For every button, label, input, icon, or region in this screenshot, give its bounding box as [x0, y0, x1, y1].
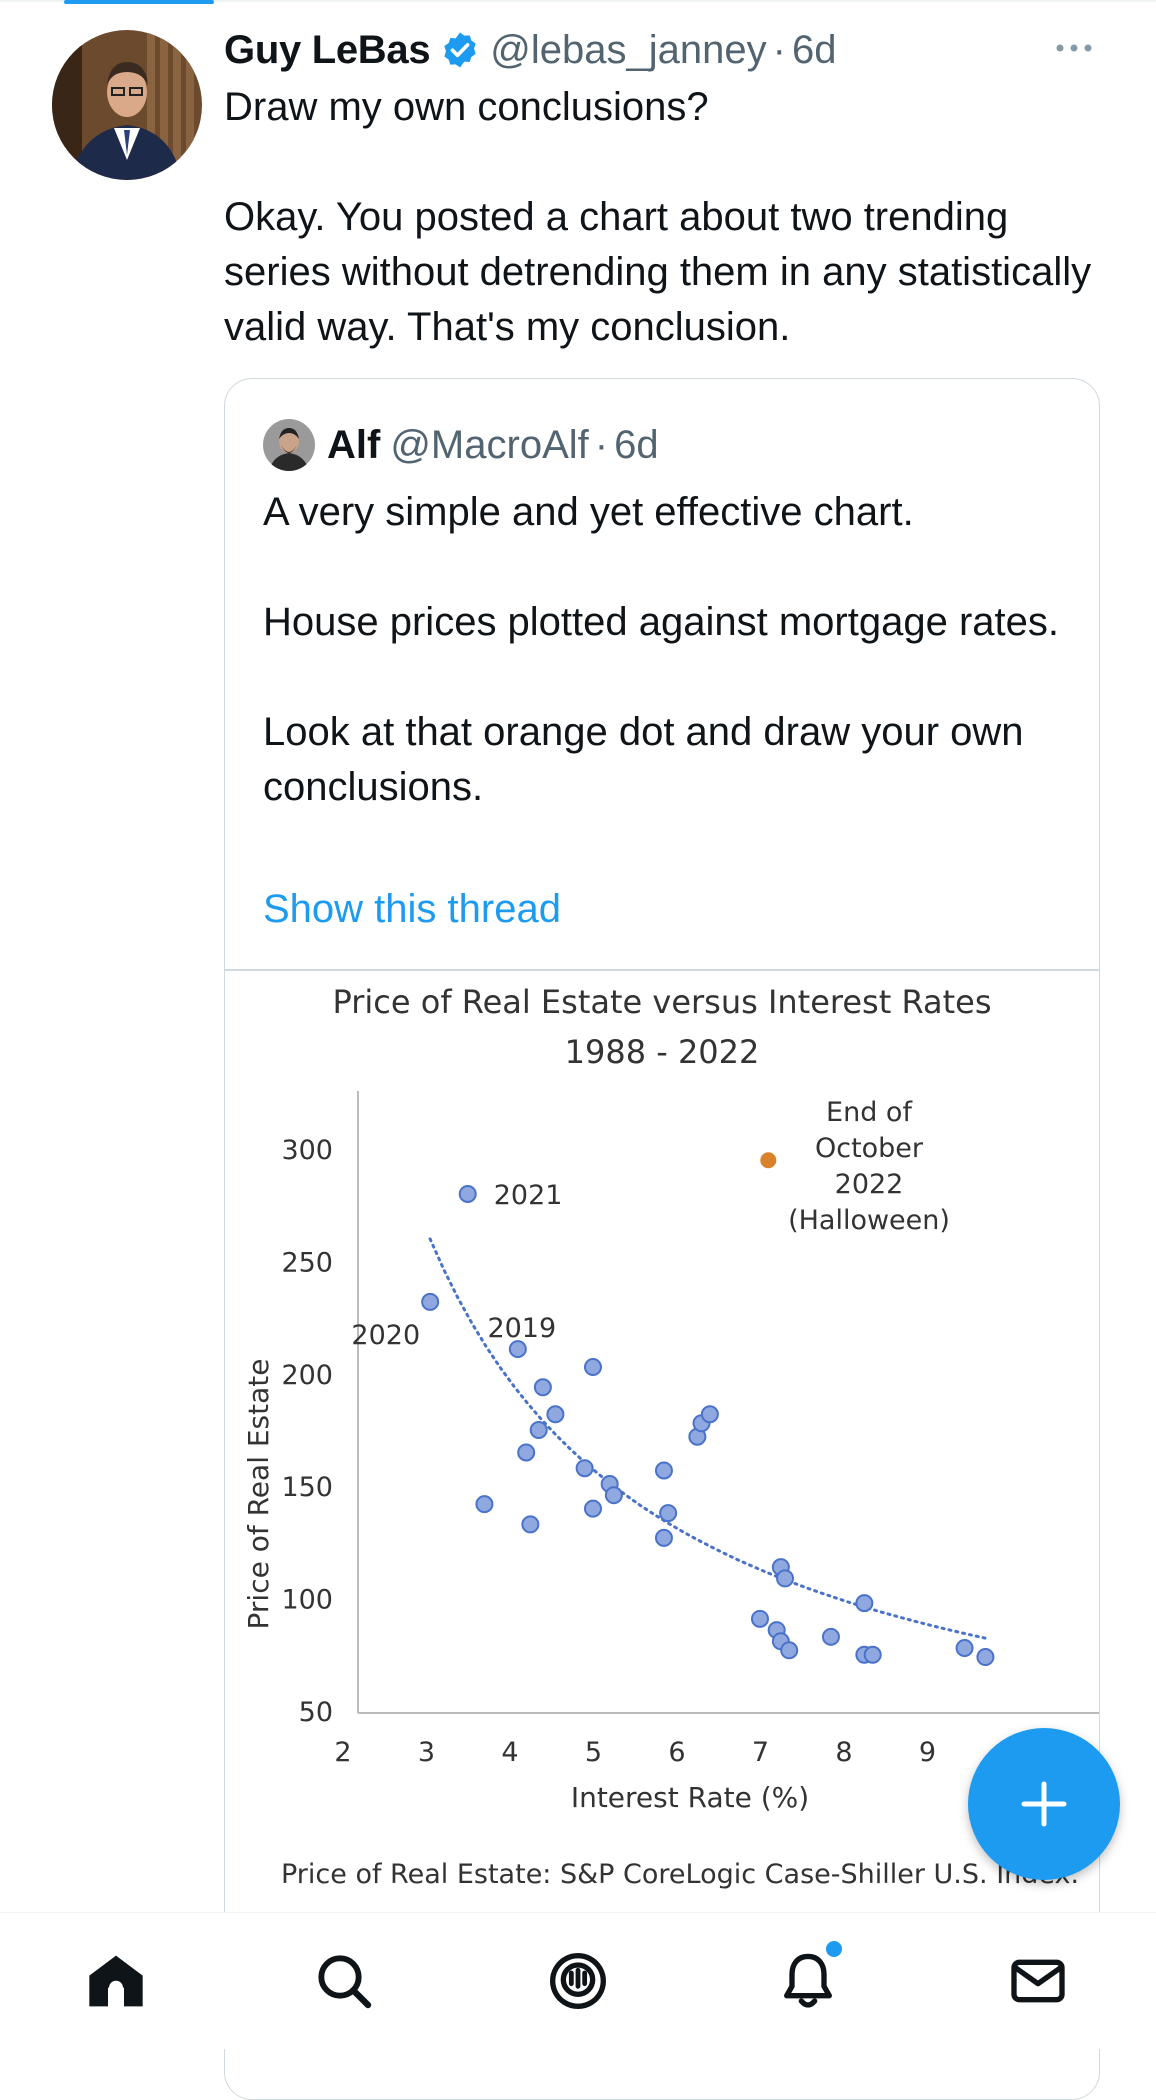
- data-point: [546, 1405, 565, 1424]
- quoted-paragraph: House prices plotted against mortgage ra…: [263, 600, 1059, 644]
- data-point: [529, 1421, 548, 1439]
- point-label: 2021: [494, 1180, 563, 1211]
- quoted-paragraph: A very simple and yet effective chart.: [263, 490, 914, 534]
- y-tick-label: 200: [281, 1360, 333, 1391]
- tweet-body: Draw my own conclusions? Okay. You poste…: [224, 80, 1124, 410]
- y-tick-label: 150: [281, 1472, 333, 1503]
- scatter-chart[interactable]: Price of Real Estate versus Interest Rat…: [225, 971, 1099, 2100]
- bottom-navigation-bar: [0, 1912, 1156, 2049]
- x-tick-label: 4: [501, 1737, 518, 1768]
- y-tick-label: 300: [281, 1135, 333, 1166]
- highlight-annotation: 2022: [835, 1169, 904, 1200]
- data-point: [863, 1645, 882, 1664]
- highlight-annotation: (Halloween): [788, 1205, 950, 1236]
- header-separator: ·: [772, 27, 786, 72]
- y-tick-label: 250: [281, 1247, 333, 1278]
- x-tick-label: 8: [835, 1737, 852, 1768]
- data-point: [517, 1443, 536, 1462]
- author-avatar[interactable]: [52, 30, 202, 180]
- data-point: [955, 1639, 974, 1658]
- chart-source-note: Price of Real Estate: S&P CoreLogic Case…: [281, 1859, 1079, 1890]
- highlight-annotation: End of: [826, 1097, 913, 1128]
- quoted-author-name[interactable]: Alf: [327, 422, 381, 467]
- x-tick-label: 2: [334, 1737, 351, 1768]
- data-point: [575, 1459, 594, 1478]
- data-point: [521, 1515, 540, 1534]
- active-tab-line: [64, 0, 214, 4]
- show-thread-link[interactable]: Show this thread: [263, 887, 561, 931]
- data-point: [780, 1641, 799, 1660]
- x-tick-label: 7: [752, 1737, 769, 1768]
- chart-subtitle: 1988 - 2022: [565, 1033, 760, 1071]
- x-tick-label: 5: [585, 1737, 602, 1768]
- data-point: [583, 1358, 602, 1377]
- verified-badge-icon: [440, 30, 480, 70]
- highlight-point: [760, 1152, 777, 1169]
- author-handle[interactable]: @lebas_janney: [490, 27, 767, 72]
- highlight-annotation: October: [815, 1133, 924, 1164]
- author-name[interactable]: Guy LeBas: [224, 27, 431, 72]
- media-divider: [225, 969, 1099, 971]
- quoted-tweet-body: A very simple and yet effective chart. H…: [263, 485, 1063, 870]
- quoted-tweet-header: Alf @MacroAlf · 6d: [263, 417, 659, 473]
- quoted-header-separator: ·: [594, 422, 609, 467]
- notifications-icon[interactable]: [776, 1949, 840, 2013]
- x-tick-label: 6: [668, 1737, 685, 1768]
- x-tick-label: 3: [418, 1737, 435, 1768]
- data-point: [533, 1378, 552, 1397]
- more-options-icon[interactable]: [1052, 28, 1096, 68]
- compose-plus-icon: [1021, 1781, 1067, 1827]
- compose-tweet-button[interactable]: [968, 1728, 1120, 1880]
- tweet-header: Guy LeBas @lebas_janney · 6d: [224, 22, 836, 78]
- data-point: [604, 1486, 623, 1505]
- top-tab-indicator: [0, 0, 1156, 4]
- home-icon[interactable]: [84, 1949, 148, 2013]
- tweet-paragraph: Okay. You posted a chart about two trend…: [224, 195, 1092, 349]
- data-point: [776, 1569, 795, 1588]
- data-point: [421, 1292, 440, 1311]
- data-point: [659, 1504, 678, 1523]
- data-point: [654, 1461, 673, 1480]
- tweet-paragraph: Draw my own conclusions?: [224, 85, 709, 129]
- data-point: [654, 1528, 673, 1547]
- data-point: [821, 1627, 840, 1646]
- trend-line: [428, 1237, 992, 1641]
- x-tick-label: 9: [919, 1737, 936, 1768]
- data-point: [976, 1648, 995, 1667]
- search-icon[interactable]: [312, 1949, 376, 2013]
- spaces-icon[interactable]: [546, 1949, 610, 2013]
- data-point: [475, 1495, 494, 1514]
- messages-icon[interactable]: [1006, 1949, 1070, 2013]
- point-label: 2019: [487, 1313, 556, 1344]
- data-point: [700, 1405, 719, 1424]
- data-point: [750, 1609, 769, 1628]
- data-point: [855, 1594, 874, 1613]
- tweet-timestamp[interactable]: 6d: [791, 27, 837, 72]
- quoted-tweet-timestamp[interactable]: 6d: [614, 422, 659, 467]
- data-point: [583, 1499, 602, 1518]
- notification-indicator: [826, 1941, 842, 1957]
- y-tick-label: 50: [299, 1697, 333, 1728]
- quoted-tweet-card[interactable]: Alf @MacroAlf · 6d A very simple and yet…: [224, 378, 1100, 2100]
- y-axis-label: Price of Real Estate: [242, 1359, 275, 1630]
- y-tick-label: 100: [281, 1585, 333, 1616]
- chart-title: Price of Real Estate versus Interest Rat…: [333, 983, 992, 1021]
- data-point: [508, 1340, 527, 1359]
- point-label: 2020: [351, 1320, 420, 1351]
- quoted-author-avatar[interactable]: [263, 419, 315, 471]
- data-point: [458, 1184, 477, 1203]
- quoted-paragraph: Look at that orange dot and draw your ow…: [263, 710, 1024, 809]
- quoted-author-handle[interactable]: @MacroAlf: [390, 422, 589, 467]
- x-axis-label: Interest Rate (%): [571, 1781, 809, 1814]
